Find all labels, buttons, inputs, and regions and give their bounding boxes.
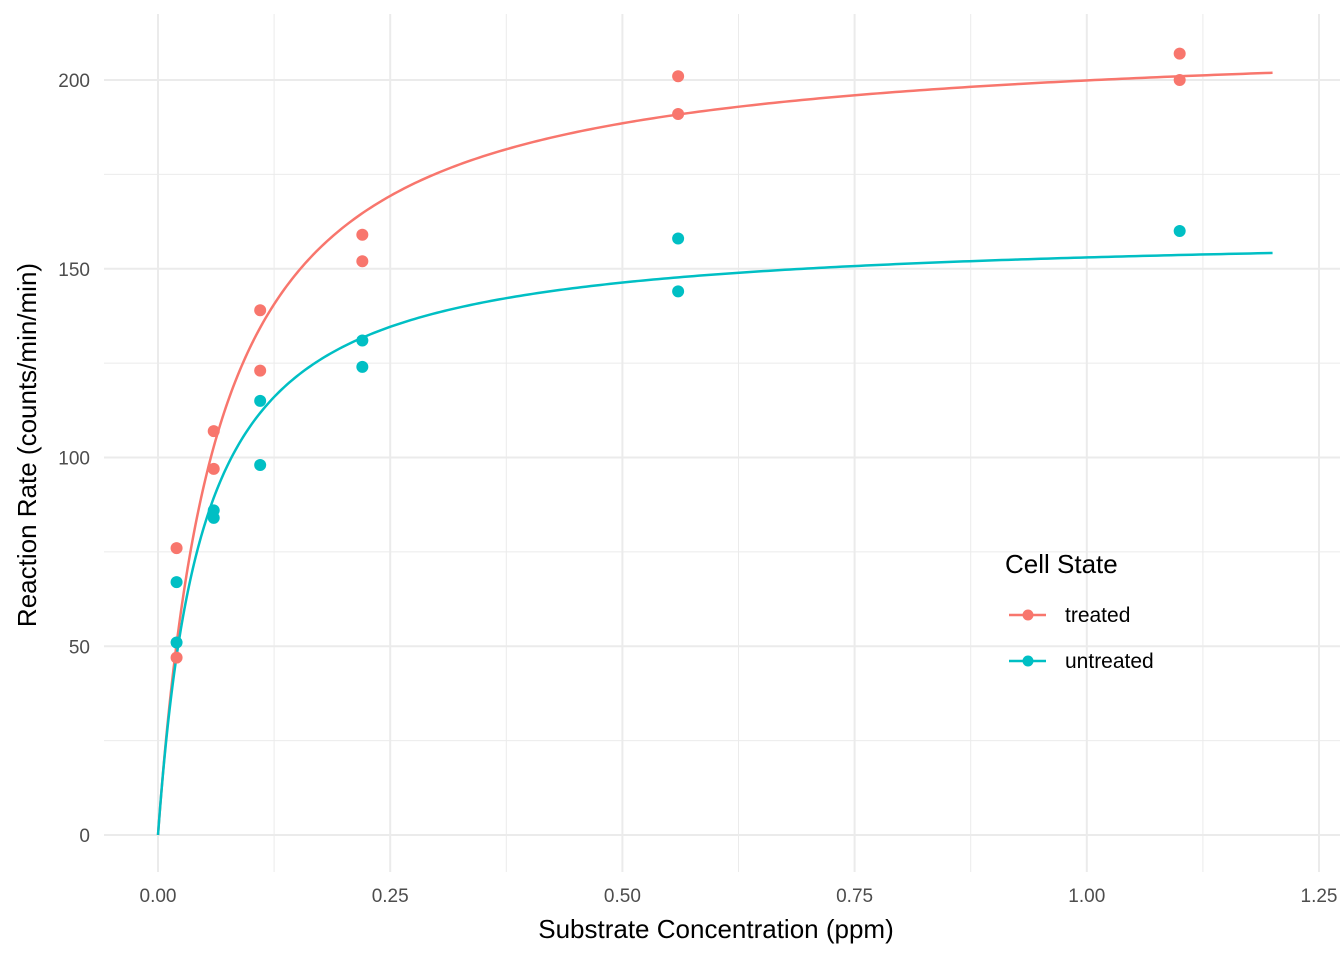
y-tick-label: 100 [58,449,90,470]
legend-title: Cell State [1005,549,1118,579]
data-point-untreated [1173,225,1186,237]
legend-label-untreated: untreated [1065,650,1154,673]
data-point-treated [170,542,183,555]
data-point-untreated [254,394,267,407]
y-axis-title: Reaction Rate (counts/min/min) [12,263,42,627]
data-point-treated [254,364,267,377]
x-tick-label: 0.25 [372,886,409,907]
x-tick-label: 0.50 [604,886,641,907]
grid-minor [104,14,1340,872]
x-tick-label: 1.00 [1068,886,1105,907]
data-point-treated [254,304,267,317]
data-point-untreated [170,636,183,649]
y-axis-tick-labels: 0 50 100 150 200 [58,71,90,847]
fit-line-untreated [156,251,1273,836]
data-point-untreated [254,459,267,472]
legend-key-point-untreated [1022,655,1034,667]
data-point-treated [1173,47,1186,60]
data-point-treated [207,425,220,438]
data-point-untreated [356,334,369,347]
x-axis-title: Substrate Concentration (ppm) [538,914,894,944]
data-point-treated [672,70,685,83]
data-point-untreated [672,232,685,245]
x-tick-label: 0.75 [836,886,873,907]
grid-major [104,14,1340,872]
legend-item-treated: treated [1009,604,1130,627]
x-axis-tick-labels: 0.00 0.25 0.50 0.75 1.00 1.25 [140,886,1338,907]
x-tick-label: 1.25 [1301,886,1338,907]
legend-key-point-treated [1022,609,1034,621]
data-points [170,47,1186,664]
data-point-treated [207,462,220,475]
y-tick-label: 200 [58,71,90,92]
data-point-treated [1173,74,1186,86]
x-tick-label: 0.00 [140,886,177,907]
data-point-untreated [672,285,685,298]
data-point-treated [672,107,685,120]
y-tick-label: 150 [58,260,90,281]
legend: Cell State treated untreated [1005,549,1154,673]
data-point-untreated [207,504,220,517]
legend-item-untreated: untreated [1009,650,1154,673]
data-point-untreated [170,576,183,589]
fit-line-treated [156,71,1273,836]
data-point-treated [356,255,369,268]
data-point-treated [356,228,369,241]
fit-lines [156,71,1273,836]
y-tick-label: 0 [79,826,90,847]
data-point-treated [170,651,183,664]
legend-label-treated: treated [1065,604,1130,627]
data-point-untreated [356,360,369,373]
y-tick-label: 50 [69,637,90,658]
